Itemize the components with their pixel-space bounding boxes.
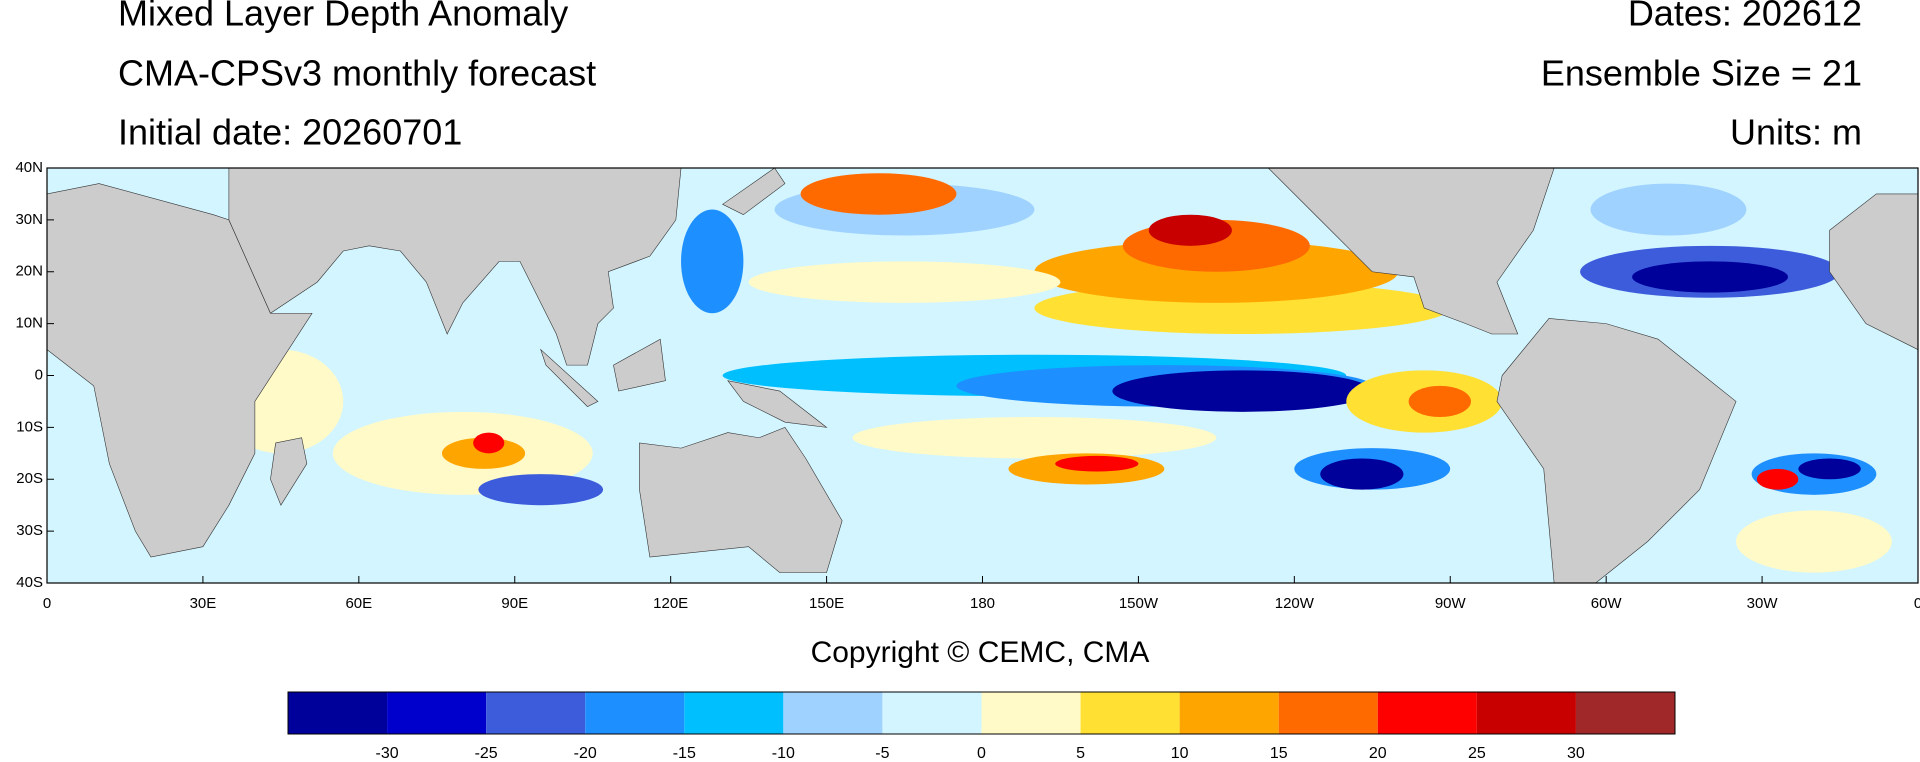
subtitle: Dates: 202612 — [1628, 0, 1862, 34]
title: Mixed Layer Depth Anomaly — [118, 0, 568, 34]
colorbar-box — [288, 692, 388, 734]
y-tick-label: 0 — [35, 366, 43, 383]
x-tick-label: 120E — [653, 595, 688, 612]
subtitle: CMA-CPSv3 monthly forecast — [118, 53, 596, 94]
colorbar-box — [1377, 692, 1477, 734]
colorbar-box — [1278, 692, 1378, 734]
colorbar-tick-label: 30 — [1567, 745, 1585, 762]
colorbar-tick-label: -15 — [673, 745, 696, 762]
copyright: Copyright © CEMC, CMA — [811, 636, 1150, 669]
colorbar-tick-label: 20 — [1369, 745, 1387, 762]
colorbar-tick-label: 5 — [1076, 745, 1085, 762]
y-tick-label: 30N — [15, 211, 43, 228]
colorbar-tick-label: 10 — [1171, 745, 1189, 762]
map — [47, 168, 1918, 583]
x-tick-label: 120W — [1275, 595, 1315, 612]
colorbar-box — [585, 692, 685, 734]
colorbar-tick-label: -10 — [772, 745, 795, 762]
x-tick-label: 0 — [1914, 595, 1920, 612]
y-tick-label: 40N — [15, 159, 43, 176]
colorbar-tick-label: -30 — [376, 745, 399, 762]
colorbar-box — [1575, 692, 1675, 734]
colorbar-tick-label: 0 — [977, 745, 986, 762]
x-tick-label: 150W — [1119, 595, 1159, 612]
subtitle: Initial date: 20260701 — [118, 112, 462, 153]
land — [47, 168, 1918, 583]
colorbar-box — [1476, 692, 1576, 734]
colorbar-tick-label: 15 — [1270, 745, 1288, 762]
y-tick-label: 30S — [16, 522, 43, 539]
y-tick-label: 40S — [16, 574, 43, 591]
colorbar-box — [684, 692, 784, 734]
x-tick-label: 180 — [970, 595, 995, 612]
x-tick-label: 60E — [345, 595, 372, 612]
colorbar-box — [387, 692, 487, 734]
x-tick-label: 150E — [809, 595, 844, 612]
colorbar-tick-label: 25 — [1468, 745, 1486, 762]
colorbar-box — [981, 692, 1081, 734]
x-tick-label: 30W — [1747, 595, 1779, 612]
y-tick-label: 10N — [15, 315, 43, 332]
colorbar-box — [486, 692, 586, 734]
colorbar-box — [1179, 692, 1279, 734]
x-tick-label: 30E — [190, 595, 217, 612]
x-tick-label: 60W — [1591, 595, 1623, 612]
colorbar-box — [1080, 692, 1180, 734]
colorbar-box — [783, 692, 883, 734]
colorbar-tick-label: -20 — [574, 745, 597, 762]
colorbar-tick-label: -5 — [875, 745, 889, 762]
y-tick-label: 10S — [16, 418, 43, 435]
x-tick-label: 0 — [43, 595, 51, 612]
subtitle: Units: m — [1730, 112, 1862, 153]
x-tick-label: 90W — [1435, 595, 1467, 612]
colorbar-frame — [287, 691, 1676, 735]
y-tick-label: 20S — [16, 470, 43, 487]
y-tick-label: 20N — [15, 263, 43, 280]
x-tick-label: 90E — [501, 595, 528, 612]
colorbar-tick-label: -25 — [475, 745, 498, 762]
subtitle: Ensemble Size = 21 — [1541, 53, 1862, 94]
colorbar-box — [882, 692, 982, 734]
